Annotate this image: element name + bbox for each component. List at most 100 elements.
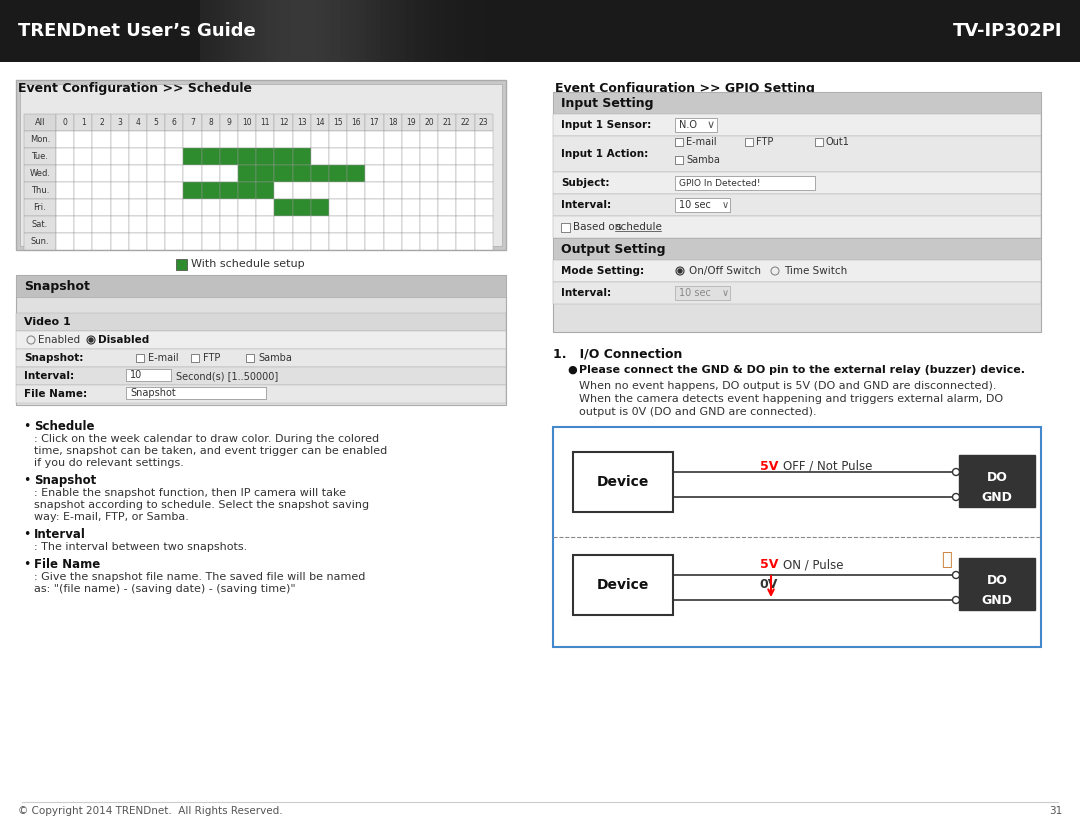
Bar (280, 0, 285, 62)
Text: OFF / Not Pulse: OFF / Not Pulse (783, 460, 873, 473)
Bar (165, 148, 184, 165)
Bar (75, 114, 93, 131)
Bar (238, 114, 256, 131)
Bar (383, 131, 402, 148)
Bar (110, 216, 129, 233)
Bar (438, 216, 457, 233)
Text: 1.   I/O Connection: 1. I/O Connection (553, 347, 683, 360)
Bar (347, 233, 365, 250)
Bar (147, 233, 165, 250)
Bar (438, 182, 457, 199)
Bar (959, 558, 1035, 610)
Bar (274, 216, 293, 233)
Bar (474, 114, 492, 131)
Bar (238, 233, 256, 250)
Text: Sun.: Sun. (30, 237, 50, 246)
Text: 8: 8 (208, 118, 213, 127)
Text: 5V: 5V (759, 460, 778, 473)
Bar (457, 114, 474, 131)
Bar (16, 349, 507, 367)
Text: Input 1 Action:: Input 1 Action: (561, 149, 648, 159)
Bar (438, 114, 457, 131)
Text: as: "(file name) - (saving date) - (saving time)": as: "(file name) - (saving date) - (savi… (33, 584, 296, 594)
Bar (402, 233, 420, 250)
Bar (329, 182, 347, 199)
Bar (438, 131, 457, 148)
Bar (675, 118, 717, 132)
Bar (202, 182, 220, 199)
Text: DO: DO (986, 574, 1008, 586)
Text: Snapshot: Snapshot (130, 388, 176, 398)
Bar (553, 92, 1041, 114)
Bar (402, 114, 420, 131)
Bar (147, 148, 165, 165)
Bar (438, 165, 457, 182)
Bar (438, 199, 457, 216)
Bar (129, 165, 147, 182)
Bar (176, 259, 187, 270)
Text: On/Off Switch: On/Off Switch (689, 266, 761, 276)
Bar (365, 199, 383, 216)
Text: Interval:: Interval: (561, 200, 611, 210)
Bar (210, 0, 215, 62)
Bar (959, 455, 1035, 507)
Bar (24, 114, 56, 131)
Bar (93, 165, 110, 182)
Text: 19: 19 (406, 118, 416, 127)
Circle shape (953, 494, 959, 500)
Text: ∨: ∨ (723, 288, 729, 298)
Bar (293, 148, 311, 165)
Text: GND: GND (982, 490, 1012, 504)
Text: Event Configuration >> GPIO Setting: Event Configuration >> GPIO Setting (555, 82, 815, 95)
Bar (310, 0, 315, 62)
Bar (553, 114, 1041, 136)
Bar (202, 148, 220, 165)
Bar (184, 148, 202, 165)
Bar (465, 0, 470, 62)
Bar (56, 199, 75, 216)
Bar (220, 233, 238, 250)
Bar (410, 0, 415, 62)
Bar (474, 182, 492, 199)
Bar (350, 0, 355, 62)
Text: : Give the snapshot file name. The saved file will be named: : Give the snapshot file name. The saved… (33, 572, 365, 582)
Bar (93, 233, 110, 250)
Bar (147, 199, 165, 216)
Bar (220, 165, 238, 182)
Text: 10 sec: 10 sec (679, 200, 711, 210)
Text: 18: 18 (388, 118, 397, 127)
Bar (147, 114, 165, 131)
Bar (365, 114, 383, 131)
Text: ●: ● (567, 365, 577, 375)
Bar (260, 0, 265, 62)
Bar (16, 275, 507, 297)
Bar (256, 199, 274, 216)
Text: Disabled: Disabled (98, 335, 149, 345)
Text: 31: 31 (1049, 806, 1062, 816)
Bar (274, 148, 293, 165)
Bar (490, 0, 495, 62)
Bar (238, 182, 256, 199)
Bar (420, 148, 438, 165)
Bar (16, 367, 507, 385)
Bar (129, 233, 147, 250)
Bar (455, 0, 460, 62)
Bar (285, 0, 291, 62)
Bar (311, 199, 329, 216)
Bar (553, 92, 1041, 332)
Bar (675, 176, 815, 190)
Bar (256, 148, 274, 165)
Text: File Name:: File Name: (24, 389, 87, 399)
Bar (110, 114, 129, 131)
Bar (75, 131, 93, 148)
Text: When no event happens, DO output is 5V (DO and GND are disconnected).: When no event happens, DO output is 5V (… (579, 381, 997, 391)
Bar (347, 148, 365, 165)
Text: Please connect the GND & DO pin to the external relay (buzzer) device.: Please connect the GND & DO pin to the e… (579, 365, 1025, 375)
Bar (274, 114, 293, 131)
Bar (75, 182, 93, 199)
Bar (93, 131, 110, 148)
Bar (93, 216, 110, 233)
Bar (365, 233, 383, 250)
Bar (305, 0, 310, 62)
Text: Snapshot: Snapshot (33, 474, 96, 487)
